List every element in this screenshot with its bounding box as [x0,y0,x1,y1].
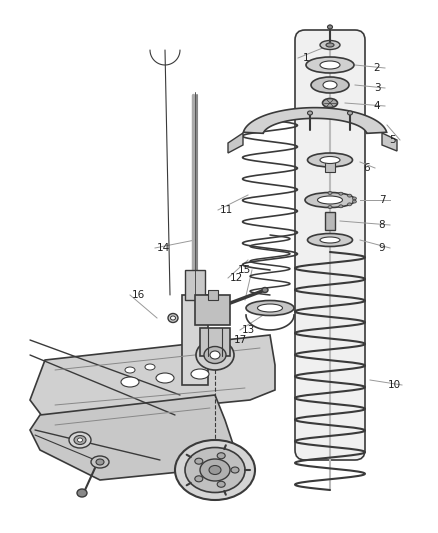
Ellipse shape [246,301,294,316]
Text: 10: 10 [388,380,401,390]
Ellipse shape [320,157,340,164]
Ellipse shape [231,467,239,473]
Ellipse shape [353,197,357,200]
Ellipse shape [210,351,220,359]
Text: 8: 8 [379,220,385,230]
FancyBboxPatch shape [295,30,365,460]
Polygon shape [244,108,387,133]
Ellipse shape [74,435,86,445]
Text: 4: 4 [374,101,380,111]
Ellipse shape [328,206,332,208]
Ellipse shape [339,205,343,208]
Ellipse shape [200,459,230,481]
Ellipse shape [339,192,343,195]
Ellipse shape [217,481,225,487]
Text: 12: 12 [230,273,243,283]
Text: 13: 13 [241,325,254,335]
Bar [195,295,230,325]
Ellipse shape [258,304,283,312]
Ellipse shape [328,191,332,195]
Ellipse shape [91,456,109,468]
Ellipse shape [175,440,255,500]
Ellipse shape [96,459,104,465]
Bar [208,290,218,300]
Ellipse shape [69,432,91,448]
Ellipse shape [145,364,155,370]
Ellipse shape [195,476,203,482]
Ellipse shape [318,196,343,204]
Bar [185,270,205,300]
Text: 1: 1 [303,53,309,63]
Ellipse shape [347,111,353,115]
Ellipse shape [156,373,174,383]
Ellipse shape [78,438,82,442]
Ellipse shape [323,81,337,89]
Ellipse shape [347,203,352,206]
Text: 5: 5 [389,135,396,145]
Ellipse shape [168,313,178,322]
Bar [325,160,335,172]
Ellipse shape [305,192,355,207]
Ellipse shape [311,77,349,93]
Ellipse shape [221,302,229,308]
Ellipse shape [320,41,340,50]
Text: 15: 15 [237,265,251,275]
Polygon shape [382,133,397,151]
Ellipse shape [326,43,334,47]
Bar [325,212,335,230]
Text: 7: 7 [379,195,385,205]
Text: 14: 14 [156,243,170,253]
Ellipse shape [204,346,226,364]
Ellipse shape [320,61,340,69]
Ellipse shape [125,367,135,373]
Ellipse shape [217,453,225,459]
Bar [200,328,230,356]
Ellipse shape [307,153,353,167]
Ellipse shape [195,458,203,464]
Ellipse shape [320,237,340,243]
Polygon shape [228,133,243,153]
Ellipse shape [121,377,139,387]
Ellipse shape [209,465,221,474]
Ellipse shape [306,57,354,73]
Ellipse shape [322,99,338,108]
Ellipse shape [353,200,357,203]
Ellipse shape [307,233,353,246]
Text: 17: 17 [233,335,247,345]
Text: 16: 16 [131,290,145,300]
Ellipse shape [170,316,176,320]
Text: 6: 6 [364,163,370,173]
Polygon shape [30,395,235,480]
Ellipse shape [185,448,245,492]
Text: 2: 2 [374,63,380,73]
Ellipse shape [328,25,332,29]
Bar [182,295,208,385]
Polygon shape [30,335,275,420]
Text: 9: 9 [379,243,385,253]
Ellipse shape [347,194,352,197]
Ellipse shape [262,287,268,293]
Ellipse shape [191,369,209,379]
Ellipse shape [307,111,312,115]
Ellipse shape [77,489,87,497]
Text: 11: 11 [219,205,233,215]
Text: 3: 3 [374,83,380,93]
Ellipse shape [196,340,234,370]
